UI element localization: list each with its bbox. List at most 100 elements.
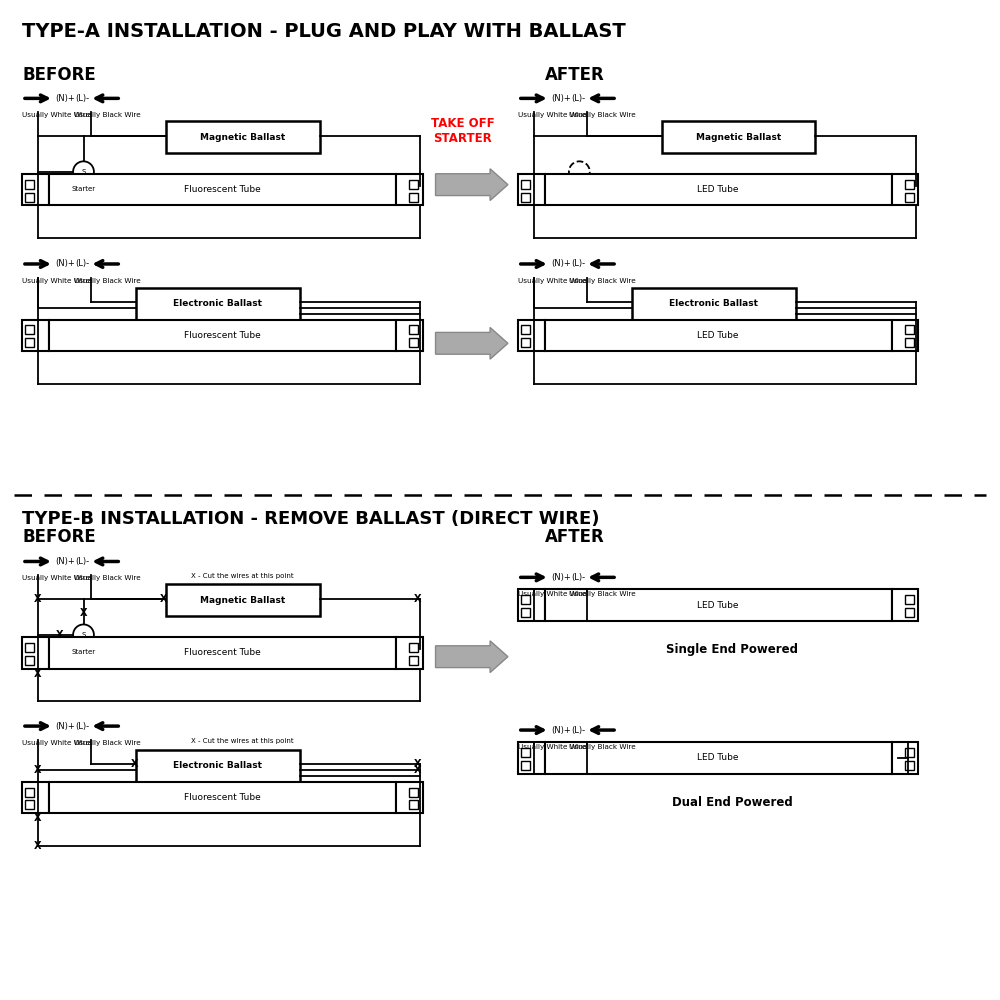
Text: (L)-: (L)- [75, 722, 89, 731]
Text: X: X [34, 669, 42, 679]
Text: Magnetic Ballast: Magnetic Ballast [200, 133, 285, 142]
FancyBboxPatch shape [136, 288, 300, 320]
Text: Fluorescent Tube: Fluorescent Tube [184, 793, 261, 802]
Text: Single End Powered: Single End Powered [666, 643, 798, 656]
FancyBboxPatch shape [49, 320, 396, 351]
FancyBboxPatch shape [905, 761, 914, 770]
Text: X: X [56, 630, 63, 640]
FancyBboxPatch shape [662, 121, 815, 153]
FancyBboxPatch shape [521, 325, 530, 334]
Text: X - Cut the wires at this point: X - Cut the wires at this point [191, 738, 293, 744]
FancyBboxPatch shape [545, 174, 892, 205]
Text: Usually White Wire: Usually White Wire [518, 278, 586, 284]
FancyBboxPatch shape [905, 325, 914, 334]
FancyBboxPatch shape [892, 174, 918, 205]
Text: Usually Black Wire: Usually Black Wire [569, 112, 636, 118]
FancyBboxPatch shape [166, 584, 320, 616]
Text: (N)+: (N)+ [552, 573, 571, 582]
Text: LED Tube: LED Tube [697, 753, 739, 762]
FancyBboxPatch shape [905, 338, 914, 347]
FancyBboxPatch shape [49, 174, 396, 205]
Text: AFTER: AFTER [545, 66, 604, 84]
Text: Fluorescent Tube: Fluorescent Tube [184, 648, 261, 657]
Text: S: S [81, 632, 86, 638]
FancyBboxPatch shape [892, 589, 918, 621]
FancyBboxPatch shape [892, 742, 918, 774]
Text: BEFORE: BEFORE [22, 66, 96, 84]
FancyBboxPatch shape [22, 320, 49, 351]
FancyBboxPatch shape [136, 750, 300, 782]
Text: X: X [80, 608, 87, 618]
Text: LED Tube: LED Tube [697, 601, 739, 610]
FancyBboxPatch shape [166, 121, 320, 153]
Text: (L)-: (L)- [571, 726, 585, 735]
FancyBboxPatch shape [396, 174, 423, 205]
FancyArrow shape [436, 327, 508, 359]
FancyBboxPatch shape [521, 608, 530, 617]
FancyBboxPatch shape [905, 595, 914, 604]
FancyBboxPatch shape [409, 338, 418, 347]
Text: LED Tube: LED Tube [697, 331, 739, 340]
FancyBboxPatch shape [521, 180, 530, 189]
Text: BEFORE: BEFORE [22, 528, 96, 546]
Text: (N)+: (N)+ [56, 259, 75, 268]
FancyBboxPatch shape [409, 800, 418, 809]
FancyBboxPatch shape [545, 320, 892, 351]
FancyBboxPatch shape [49, 637, 396, 669]
Text: Electronic Ballast: Electronic Ballast [173, 761, 262, 770]
Text: (L)-: (L)- [75, 259, 89, 268]
Text: Usually Black Wire: Usually Black Wire [569, 591, 636, 597]
FancyBboxPatch shape [409, 656, 418, 665]
FancyBboxPatch shape [25, 656, 34, 665]
Text: Magnetic Ballast: Magnetic Ballast [696, 133, 781, 142]
FancyBboxPatch shape [22, 174, 49, 205]
FancyBboxPatch shape [25, 193, 34, 202]
Text: (N)+: (N)+ [56, 557, 75, 566]
FancyBboxPatch shape [521, 193, 530, 202]
Text: TYPE-B INSTALLATION - REMOVE BALLAST (DIRECT WIRE): TYPE-B INSTALLATION - REMOVE BALLAST (DI… [22, 510, 600, 528]
Text: Fluorescent Tube: Fluorescent Tube [184, 331, 261, 340]
FancyBboxPatch shape [521, 338, 530, 347]
FancyBboxPatch shape [545, 589, 892, 621]
FancyBboxPatch shape [518, 742, 545, 774]
FancyBboxPatch shape [409, 643, 418, 652]
Text: (N)+: (N)+ [552, 259, 571, 268]
FancyBboxPatch shape [49, 782, 396, 813]
Text: Electronic Ballast: Electronic Ballast [669, 299, 758, 308]
FancyBboxPatch shape [25, 180, 34, 189]
Text: Fluorescent Tube: Fluorescent Tube [184, 185, 261, 194]
FancyBboxPatch shape [409, 180, 418, 189]
FancyBboxPatch shape [396, 782, 423, 813]
FancyArrow shape [436, 169, 508, 201]
Text: Usually Black Wire: Usually Black Wire [569, 278, 636, 284]
Text: Usually White Wire: Usually White Wire [518, 591, 586, 597]
Text: X: X [34, 594, 42, 604]
FancyBboxPatch shape [521, 761, 530, 770]
Text: X: X [414, 759, 421, 769]
Text: TAKE OFF
STARTER: TAKE OFF STARTER [431, 117, 494, 145]
Text: Electronic Ballast: Electronic Ballast [173, 299, 262, 308]
Text: Starter: Starter [71, 186, 96, 192]
FancyBboxPatch shape [518, 589, 545, 621]
FancyBboxPatch shape [409, 788, 418, 797]
FancyBboxPatch shape [521, 748, 530, 757]
Text: Usually White Wire: Usually White Wire [518, 112, 586, 118]
FancyArrow shape [436, 641, 508, 673]
FancyBboxPatch shape [25, 325, 34, 334]
Text: X: X [34, 765, 42, 775]
FancyBboxPatch shape [905, 748, 914, 757]
Text: Usually Black Wire: Usually Black Wire [74, 278, 140, 284]
FancyBboxPatch shape [409, 193, 418, 202]
FancyBboxPatch shape [25, 788, 34, 797]
Text: (N)+: (N)+ [552, 726, 571, 735]
Text: Usually White Wire: Usually White Wire [22, 740, 90, 746]
Text: Usually Black Wire: Usually Black Wire [74, 740, 140, 746]
FancyBboxPatch shape [518, 174, 545, 205]
Text: X: X [414, 765, 421, 775]
Text: Dual End Powered: Dual End Powered [672, 796, 792, 809]
Text: (L)-: (L)- [571, 573, 585, 582]
Text: X: X [414, 594, 421, 604]
Text: (L)-: (L)- [75, 94, 89, 103]
Text: (L)-: (L)- [571, 94, 585, 103]
FancyBboxPatch shape [22, 782, 49, 813]
